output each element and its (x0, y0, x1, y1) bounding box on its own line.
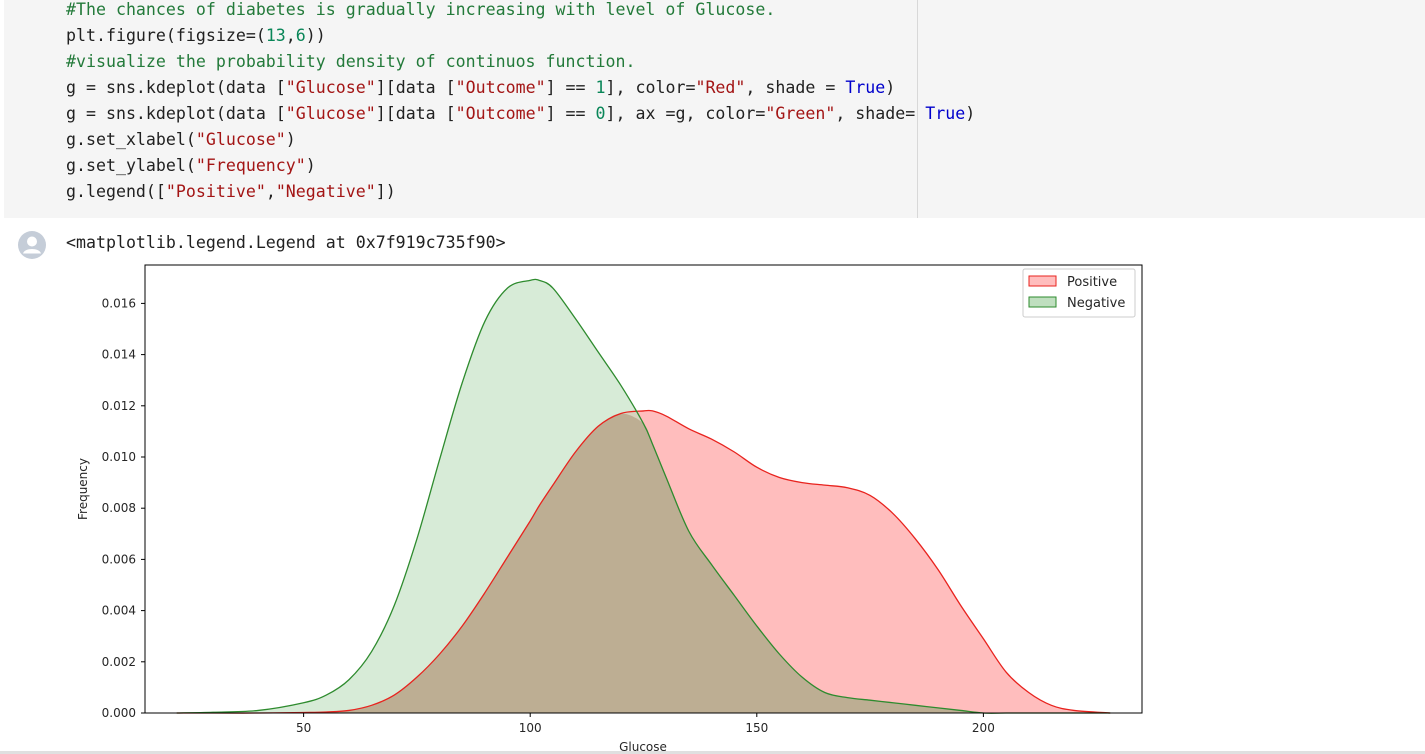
code-token: ) (305, 156, 316, 175)
legend-swatch-positive (1028, 275, 1057, 287)
code-token: g = sns.kdeplot(data [ (66, 78, 286, 97)
y-tick-label: 0.004 (102, 604, 136, 618)
code-token: ) (285, 130, 296, 149)
code-token: "Green" (765, 104, 836, 123)
code-token: True (925, 104, 966, 123)
y-tick-label: 0.000 (102, 706, 136, 720)
y-tick-label: 0.010 (102, 450, 136, 464)
code-token: ] == (545, 78, 596, 97)
code-line: g = sns.kdeplot(data ["Glucose"][data ["… (66, 101, 975, 127)
code-token: ) (885, 78, 896, 97)
y-tick-label: 0.016 (102, 296, 136, 310)
user-avatar-icon (18, 231, 46, 259)
code-token: "Glucose" (285, 104, 376, 123)
y-tick-label: 0.014 (102, 348, 136, 362)
code-line: g.set_xlabel("Glucose") (66, 127, 975, 153)
code-token: ) (965, 104, 976, 123)
code-line: #The chances of diabetes is gradually in… (66, 0, 975, 23)
code-cell[interactable]: #The chances of diabetes is gradually in… (4, 0, 1425, 218)
code-line: plt.figure(figsize=(13,6)) (66, 23, 975, 49)
cell-output-text: <matplotlib.legend.Legend at 0x7f919c735… (66, 233, 506, 252)
code-line: g = sns.kdeplot(data ["Glucose"][data ["… (66, 75, 975, 101)
code-line: g.legend(["Positive","Negative"]) (66, 179, 975, 205)
chart-legend: Positive Negative (1022, 268, 1136, 318)
code-token: g.set_xlabel( (66, 130, 196, 149)
x-tick-label: 200 (972, 721, 995, 735)
code-cell-divider (917, 0, 918, 218)
code-line: g.set_ylabel("Frequency") (66, 153, 975, 179)
code-token: g.set_ylabel( (66, 156, 196, 175)
page-bottom-rule (0, 751, 1425, 754)
code-token: ][data [ (375, 78, 456, 97)
code-token: "Positive" (165, 182, 266, 201)
code-token: , (285, 26, 296, 45)
x-tick-label: 100 (519, 721, 542, 735)
code-token: , (265, 182, 276, 201)
y-tick-label: 0.012 (102, 399, 136, 413)
code-token: "Glucose" (195, 130, 286, 149)
code-token: ] == (545, 104, 596, 123)
code-token: "Glucose" (285, 78, 376, 97)
x-axis-label: Glucose (619, 740, 667, 754)
code-token: ][data [ (375, 104, 456, 123)
legend-swatch-negative (1028, 296, 1057, 308)
y-axis-label: Frequency (76, 458, 90, 520)
code-token: ]) (375, 182, 396, 201)
code-token: True (845, 78, 886, 97)
code-token: , shade = (745, 78, 846, 97)
code-token: g = sns.kdeplot(data [ (66, 104, 286, 123)
x-tick-label: 150 (745, 721, 768, 735)
code-token: g.legend([ (66, 182, 166, 201)
x-tick-label: 50 (296, 721, 311, 735)
code-token: )) (305, 26, 326, 45)
code-token: "Red" (695, 78, 746, 97)
y-tick-label: 0.006 (102, 552, 136, 566)
code-token: plt.figure(figsize=( (66, 26, 266, 45)
kde-line-positive (176, 409, 1111, 714)
kde-line-negative (176, 278, 1111, 714)
code-token: #visualize the probability density of co… (66, 52, 636, 71)
code-token: ], ax =g, color= (605, 104, 766, 123)
code-token: "Outcome" (455, 78, 546, 97)
code-token: 1 (595, 78, 606, 97)
code-token: #The chances of diabetes is gradually in… (66, 0, 776, 19)
code-editor[interactable]: #The chances of diabetes is gradually in… (66, 0, 975, 205)
code-token: "Negative" (275, 182, 376, 201)
code-token: "Frequency" (195, 156, 306, 175)
legend-label-negative: Negative (1067, 296, 1125, 311)
code-token: "Outcome" (455, 104, 546, 123)
y-tick-label: 0.002 (102, 655, 136, 669)
code-token: ], color= (605, 78, 696, 97)
code-token: , shade= (835, 104, 926, 123)
legend-label-positive: Positive (1067, 275, 1117, 290)
code-token: 13 (265, 26, 286, 45)
code-line: #visualize the probability density of co… (66, 49, 975, 75)
y-tick-label: 0.008 (102, 501, 136, 515)
code-token: 6 (295, 26, 306, 45)
kde-overlap-area (176, 413, 1111, 714)
plot-area-frame (144, 264, 1143, 714)
code-token: 0 (595, 104, 606, 123)
